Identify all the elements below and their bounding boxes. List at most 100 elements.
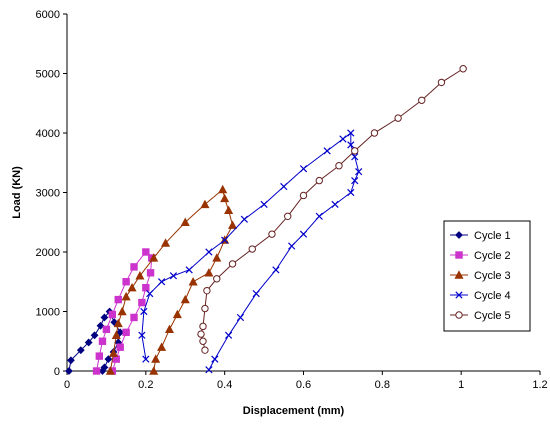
y-tick-label: 4000	[36, 128, 60, 140]
data-point	[102, 325, 111, 334]
data-point	[240, 215, 248, 223]
data-point	[104, 355, 113, 364]
data-point	[437, 78, 446, 87]
x-axis-label: Displacement (mm)	[243, 405, 345, 417]
data-point	[130, 263, 138, 271]
data-point	[299, 191, 308, 200]
data-point	[224, 331, 233, 339]
x-tick-label: 1.2	[532, 379, 547, 391]
data-point	[96, 321, 105, 330]
data-point	[236, 313, 245, 322]
data-point	[197, 330, 205, 338]
legend-label: Cycle 5	[474, 310, 511, 322]
data-point	[228, 260, 237, 268]
data-point	[149, 366, 159, 375]
data-point	[140, 307, 148, 316]
data-point	[204, 268, 214, 277]
data-point	[205, 248, 213, 256]
data-point	[335, 162, 343, 170]
legend-label: Cycle 4	[474, 290, 511, 302]
data-point	[157, 342, 167, 351]
data-point	[142, 355, 150, 363]
data-point	[199, 337, 207, 345]
data-point	[418, 96, 426, 104]
data-point	[149, 253, 159, 262]
legend-label: Cycle 3	[474, 270, 511, 282]
legend-item: Cycle 3	[450, 270, 511, 282]
data-point	[122, 278, 130, 286]
data-point	[108, 310, 117, 319]
data-point	[172, 309, 182, 319]
data-point	[268, 230, 276, 238]
data-point	[331, 200, 339, 209]
data-point	[218, 184, 228, 194]
y-tick-label: 6000	[36, 9, 60, 21]
data-point	[92, 367, 101, 375]
legend-label: Cycle 2	[474, 250, 511, 262]
legend-label: Cycle 1	[474, 230, 511, 242]
legend-item: Cycle 2	[450, 250, 511, 262]
data-point	[90, 331, 99, 340]
data-point	[84, 338, 93, 347]
data-point	[111, 330, 121, 339]
data-point	[252, 290, 260, 298]
data-point	[164, 324, 175, 334]
y-tick-label: 0	[54, 366, 60, 378]
data-point	[76, 346, 85, 355]
data-point	[114, 295, 122, 304]
data-point	[355, 168, 363, 176]
legend-item: Cycle 1	[450, 230, 511, 242]
data-point	[315, 212, 323, 220]
series-5	[197, 65, 467, 354]
data-point	[260, 200, 268, 209]
legend-marker	[454, 270, 464, 279]
data-point	[199, 322, 207, 331]
series-3	[105, 184, 238, 375]
data-point	[180, 294, 190, 304]
legend: Cycle 1 Cycle 2 Cycle 3 Cycle 4 Cycle 5	[443, 220, 531, 332]
data-point	[211, 355, 219, 363]
data-point	[212, 253, 222, 262]
data-point	[112, 355, 120, 363]
tick-labels: 0 0.2 0.4 0.6 0.8 1 1.2 0 1000 2000 3000 4000 5000 60…	[36, 9, 548, 391]
y-tick-label: 5000	[36, 69, 60, 81]
data-point	[98, 367, 107, 375]
data-point	[121, 291, 131, 301]
data-point	[284, 212, 292, 221]
data-point	[248, 245, 256, 253]
legend-marker	[455, 311, 463, 319]
data-point	[169, 272, 178, 280]
data-point	[323, 147, 331, 155]
data-point	[138, 331, 146, 339]
data-point	[100, 313, 109, 322]
data-point	[347, 141, 355, 149]
data-point	[146, 269, 155, 277]
data-point	[161, 238, 171, 247]
data-point	[370, 129, 379, 137]
data-point	[127, 282, 137, 292]
data-point	[142, 248, 150, 256]
data-point	[180, 217, 190, 226]
data-point	[299, 165, 308, 173]
data-point	[200, 199, 210, 209]
legend-marker	[455, 231, 463, 239]
series-4	[138, 129, 363, 374]
data-point	[65, 367, 73, 375]
data-point	[185, 266, 193, 274]
legend-marker	[455, 291, 463, 299]
data-point	[130, 313, 138, 322]
series-line	[200, 68, 464, 351]
data-point	[220, 193, 230, 203]
data-point	[347, 188, 355, 197]
x-tick-label: 1	[458, 379, 464, 391]
data-point	[135, 271, 145, 280]
data-point	[351, 153, 359, 161]
data-point	[116, 328, 125, 337]
x-tick-label: 0.6	[296, 379, 311, 391]
data-point	[221, 236, 229, 244]
data-point	[280, 182, 288, 191]
legend-item: Cycle 4	[450, 290, 511, 302]
data-point	[351, 147, 359, 155]
legend-item: Cycle 5	[450, 310, 511, 322]
